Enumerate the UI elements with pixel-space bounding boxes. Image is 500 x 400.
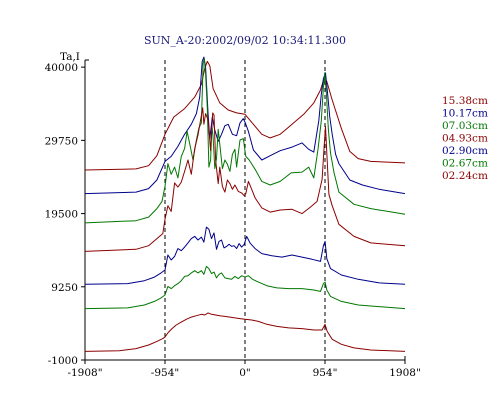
legend-entry: 10.17cm (442, 108, 488, 120)
chart-title: SUN_A-20:2002/09/02 10:34:11.300 (144, 34, 346, 47)
legend: 15.38cm10.17cm07.03cm04.93cm02.90cm02.67… (442, 95, 488, 182)
reference-lines (164, 60, 326, 360)
x-tick-label: 954" (313, 367, 338, 379)
series-line (84, 56, 406, 195)
x-tick-label: -954" (151, 367, 179, 379)
legend-entry: 02.24cm (442, 170, 488, 182)
y-tick-label: 29750 (45, 135, 78, 147)
y-axis: 40000 29750 19500 9250 -1000 (45, 62, 85, 367)
series-line (84, 60, 406, 171)
x-tick-label: 0" (239, 367, 251, 379)
series-line (84, 58, 406, 224)
series-line (84, 312, 406, 352)
x-axis: -1908" -954" 0" 954" 1908" (67, 360, 421, 379)
y-tick-label: 9250 (51, 282, 78, 294)
series-line (84, 226, 406, 285)
y-tick-label: 40000 (45, 62, 78, 74)
series-layer (84, 56, 406, 352)
legend-entry: 15.38cm (442, 95, 488, 107)
x-tick-label: -1908" (67, 367, 102, 379)
legend-entry: 02.67cm (442, 158, 488, 170)
y-tick-label: -1000 (48, 355, 78, 367)
series-line (84, 265, 406, 310)
legend-entry: 07.03cm (442, 120, 488, 132)
x-tick-label: 1908" (389, 367, 421, 379)
legend-entry: 04.93cm (442, 133, 488, 145)
y-tick-label: 19500 (45, 209, 78, 221)
y-axis-label: Ta,I (60, 51, 80, 63)
legend-entry: 02.90cm (442, 145, 488, 157)
series-line (84, 107, 406, 252)
